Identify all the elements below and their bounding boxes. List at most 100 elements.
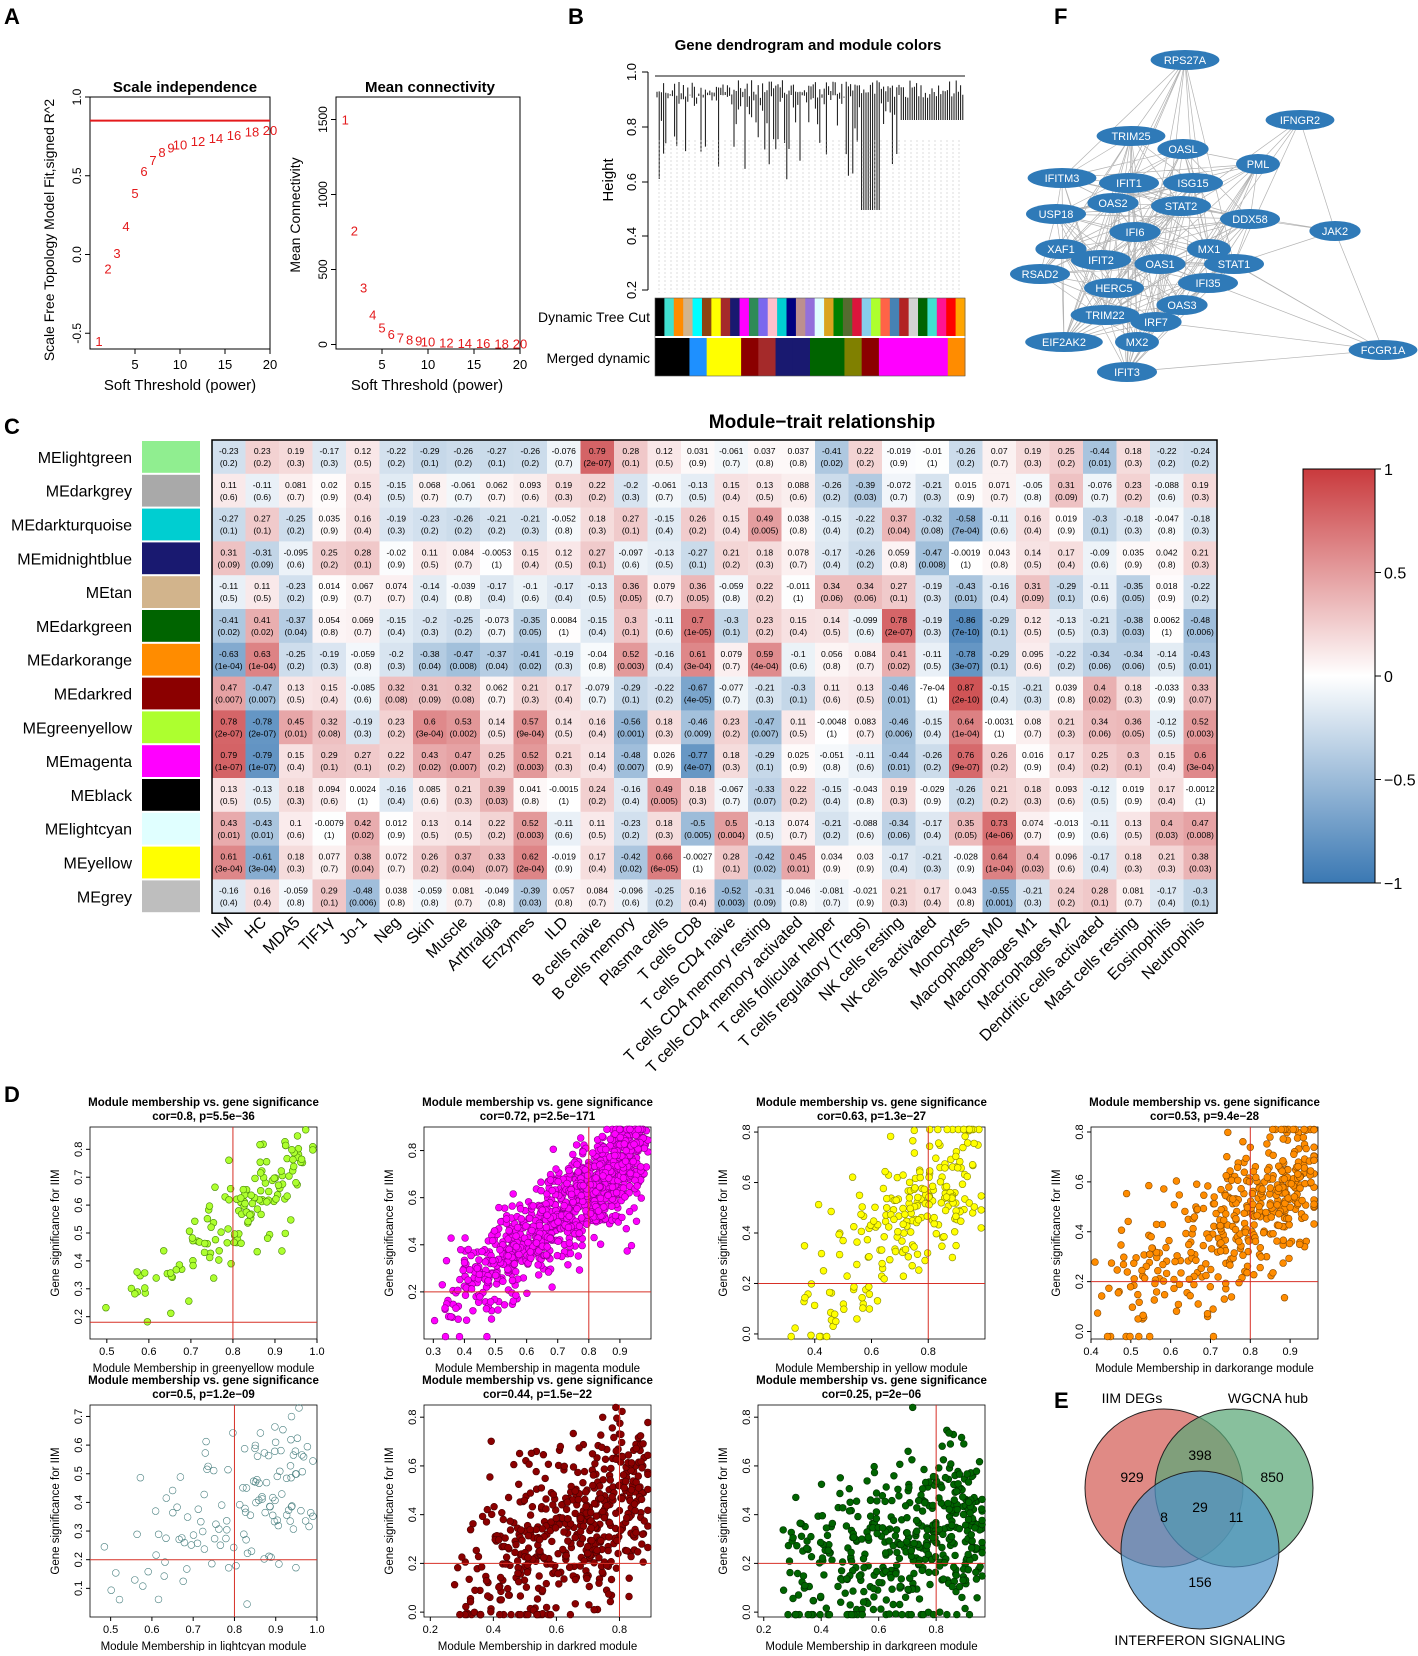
cell-pvalue: (0.05) — [1122, 593, 1145, 603]
gene-point — [205, 1202, 214, 1210]
gene-point — [819, 1267, 828, 1275]
heatmap-cell — [446, 642, 481, 677]
gene-point — [598, 1443, 606, 1452]
gene-point — [461, 1291, 470, 1300]
cell-correlation: -0.34 — [1090, 649, 1110, 659]
heatmap-cell — [480, 541, 514, 576]
gene-point — [792, 1493, 800, 1502]
cell-correlation: 0.22 — [589, 480, 606, 490]
cell-pvalue: (0.5) — [488, 728, 506, 738]
gene-point — [136, 1473, 145, 1482]
node-shape — [1027, 168, 1097, 188]
cell-correlation: -0.16 — [989, 581, 1009, 591]
gene-point — [1243, 1268, 1251, 1277]
cell-correlation: 0.081 — [452, 885, 474, 895]
gene-point — [287, 1435, 295, 1444]
cell-pvalue: (0.3) — [555, 661, 573, 671]
heatmap-cell — [781, 778, 816, 813]
heatmap-cell — [848, 710, 883, 745]
x-tick-label: 0.8 — [1243, 1346, 1258, 1358]
heatmap-cell — [982, 642, 1017, 677]
cell-correlation: -0.073 — [485, 615, 510, 625]
gene-point — [895, 1554, 904, 1563]
heatmap-cell — [312, 541, 347, 576]
cell-correlation: 0.24 — [1058, 885, 1075, 895]
gene-point — [1235, 1278, 1243, 1287]
heatmap-cell — [647, 473, 682, 508]
gene-point — [200, 1248, 209, 1257]
gene-point — [952, 1241, 960, 1250]
gene-point — [261, 1508, 269, 1517]
heatmap-cell — [848, 609, 883, 644]
y-tick-label: 0.4 — [73, 1495, 85, 1510]
gene-point — [1220, 1295, 1229, 1303]
cell-pvalue: (0.9) — [689, 458, 707, 468]
cell-pvalue: (0.3) — [1124, 458, 1142, 468]
cell-correlation: 0.071 — [988, 480, 1010, 490]
cell-pvalue: (1e-07) — [215, 762, 243, 772]
gene-point — [1310, 1156, 1318, 1165]
gene-point — [1091, 1258, 1099, 1266]
cell-pvalue: (0.4) — [220, 897, 238, 907]
cell-correlation: 0.093 — [1055, 784, 1077, 794]
heatmap-cell — [614, 744, 648, 779]
heatmap-cell — [781, 609, 816, 644]
gene-point — [1256, 1263, 1264, 1272]
dynamic-cut-segment — [730, 298, 741, 336]
gene-point — [1285, 1254, 1293, 1263]
gene-point — [932, 1154, 940, 1162]
cell-correlation: -0.26 — [453, 446, 473, 456]
cell-correlation: -0.17 — [487, 581, 507, 591]
cell-correlation: 0.14 — [823, 615, 840, 625]
cell-pvalue: (0.8) — [856, 796, 874, 806]
gene-point — [201, 1239, 209, 1248]
node-shape — [1026, 204, 1086, 224]
scatter-points — [1091, 1125, 1318, 1341]
cell-correlation: 0.16 — [689, 885, 706, 895]
heatmap-cell — [580, 744, 615, 779]
node-shape — [1087, 193, 1139, 213]
cell-pvalue: (0.09) — [1022, 593, 1045, 603]
cell-pvalue: (0.3) — [655, 728, 673, 738]
gene-point — [605, 1533, 613, 1541]
gene-point — [912, 1527, 921, 1535]
heatmap-cell — [1016, 642, 1050, 677]
cell-correlation: -0.46 — [889, 716, 909, 726]
cell-pvalue: (0.3) — [1124, 695, 1142, 705]
gene-point — [882, 1194, 891, 1203]
gene-point — [907, 1547, 915, 1555]
heatmap-cell — [915, 710, 950, 745]
gene-point — [909, 1137, 917, 1145]
gene-point — [1187, 1248, 1195, 1257]
cell-pvalue: (0.3) — [588, 526, 606, 536]
gene-point — [852, 1497, 861, 1505]
gene-point — [172, 1266, 181, 1274]
heatmap-cell — [312, 440, 347, 475]
row-label: MEgreenyellow — [23, 720, 133, 737]
gene-point — [880, 1233, 888, 1241]
y-tick-label: 0.3 — [73, 1523, 85, 1538]
gene-point — [964, 1498, 973, 1506]
heatmap-cell — [312, 473, 347, 508]
gene-point — [548, 1537, 556, 1546]
gene-point — [554, 1549, 562, 1558]
gene-point — [932, 1229, 940, 1238]
gene-point — [481, 1258, 490, 1266]
gene-point — [438, 1281, 446, 1289]
gene-point — [639, 1440, 647, 1448]
heatmap-cell — [513, 710, 548, 745]
heatmap-cell — [614, 710, 648, 745]
gene-point — [604, 1546, 612, 1555]
cell-pvalue: (0.9) — [387, 559, 405, 569]
gene-point — [1151, 1279, 1159, 1288]
gene-point — [958, 1593, 966, 1602]
heatmap-cell — [748, 778, 782, 813]
cell-correlation: -0.26 — [453, 514, 473, 524]
heatmap-cell — [446, 541, 481, 576]
gene-point — [838, 1558, 847, 1566]
gene-point — [454, 1286, 462, 1295]
gene-point — [608, 1493, 616, 1501]
heatmap-cell — [580, 541, 615, 576]
cell-pvalue: (0.3) — [722, 762, 740, 772]
x-tick-label: 0.2 — [756, 1624, 771, 1636]
